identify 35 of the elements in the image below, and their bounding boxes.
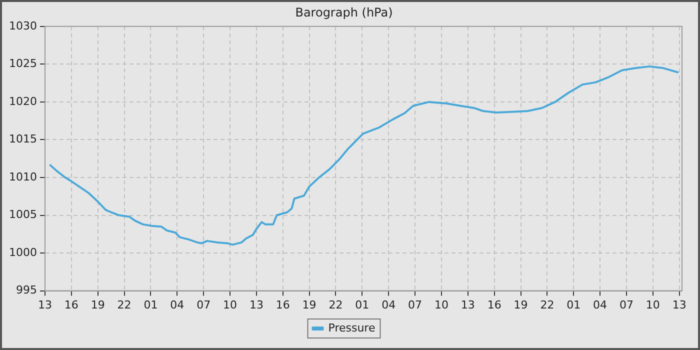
x-tick-label: 07 [196,298,211,312]
x-tick-label: 04 [170,298,184,312]
x-tick-label: 22 [328,298,343,312]
x-tick-label: 13 [460,298,475,312]
x-tick-label: 13 [672,298,686,312]
x-tick-label: 16 [487,298,502,312]
x-tick-label: 19 [302,298,316,312]
x-tick-label: 13 [249,298,264,312]
y-tick-label: 1015 [8,132,37,146]
y-tick-label: 1010 [8,170,37,184]
x-tick-label: 16 [276,298,290,312]
x-tick-label: 19 [514,298,528,312]
x-tick-label: 13 [38,298,52,312]
y-tick-label: 1005 [8,208,37,222]
x-tick-label: 01 [144,298,158,312]
legend-label: Pressure [328,321,376,334]
x-tick-label: 04 [593,298,608,312]
y-tick-label: 1030 [8,19,37,32]
x-tick-label: 01 [566,298,581,312]
chart-title: Barograph (hPa) [295,5,393,20]
x-tick-label: 19 [90,298,105,312]
x-tick-label: 10 [223,298,238,312]
x-tick-label: 10 [646,298,660,312]
x-tick-label: 22 [117,298,132,312]
x-tick-label: 01 [355,298,370,312]
x-tick-label: 16 [64,298,78,312]
y-tick-label: 995 [16,284,37,297]
y-tick-label: 1000 [8,246,37,259]
x-tick-label: 07 [619,298,634,312]
x-tick-label: 10 [434,298,448,312]
y-tick-label: 1025 [8,57,37,70]
x-tick-label: 07 [408,298,422,312]
y-tick-label: 1020 [8,94,37,108]
x-tick-label: 22 [540,298,554,312]
x-tick-label: 04 [382,298,396,312]
